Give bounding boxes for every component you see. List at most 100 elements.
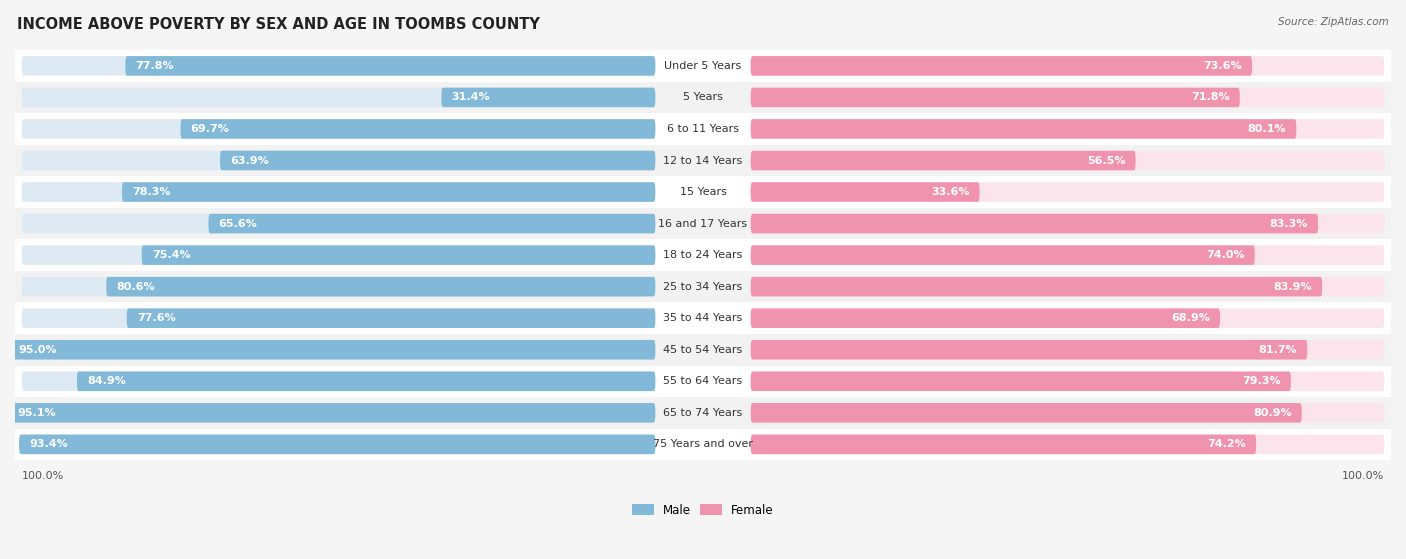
FancyBboxPatch shape (125, 56, 655, 75)
FancyBboxPatch shape (751, 151, 1384, 170)
Bar (15, 302, 1391, 334)
Text: 77.8%: 77.8% (135, 61, 174, 71)
Text: 95.0%: 95.0% (18, 345, 56, 355)
Text: 74.2%: 74.2% (1208, 439, 1246, 449)
Text: 79.3%: 79.3% (1241, 376, 1281, 386)
FancyBboxPatch shape (22, 309, 655, 328)
FancyBboxPatch shape (22, 277, 655, 296)
FancyBboxPatch shape (22, 372, 655, 391)
FancyBboxPatch shape (22, 403, 655, 423)
Text: 65.6%: 65.6% (219, 219, 257, 229)
Text: 33.6%: 33.6% (931, 187, 969, 197)
Text: 84.9%: 84.9% (87, 376, 127, 386)
Bar (15, 366, 1391, 397)
Text: Under 5 Years: Under 5 Years (665, 61, 741, 71)
FancyBboxPatch shape (751, 119, 1296, 139)
FancyBboxPatch shape (22, 214, 655, 233)
Text: 83.9%: 83.9% (1274, 282, 1312, 292)
FancyBboxPatch shape (127, 309, 655, 328)
Text: 75.4%: 75.4% (152, 250, 191, 260)
FancyBboxPatch shape (142, 245, 655, 265)
Text: 6 to 11 Years: 6 to 11 Years (666, 124, 740, 134)
FancyBboxPatch shape (751, 434, 1384, 454)
FancyBboxPatch shape (751, 119, 1384, 139)
FancyBboxPatch shape (751, 277, 1322, 296)
FancyBboxPatch shape (20, 434, 655, 454)
FancyBboxPatch shape (751, 182, 1384, 202)
Bar (15, 429, 1391, 460)
Bar (15, 208, 1391, 239)
Text: 18 to 24 Years: 18 to 24 Years (664, 250, 742, 260)
Text: 63.9%: 63.9% (231, 155, 269, 165)
FancyBboxPatch shape (751, 340, 1308, 359)
Bar (15, 82, 1391, 113)
Text: 65 to 74 Years: 65 to 74 Years (664, 408, 742, 418)
Text: Source: ZipAtlas.com: Source: ZipAtlas.com (1278, 17, 1389, 27)
Text: 80.9%: 80.9% (1253, 408, 1292, 418)
Legend: Male, Female: Male, Female (627, 499, 779, 522)
FancyBboxPatch shape (22, 88, 655, 107)
Text: 31.4%: 31.4% (451, 92, 491, 102)
FancyBboxPatch shape (751, 309, 1384, 328)
Bar (15, 397, 1391, 429)
FancyBboxPatch shape (22, 119, 655, 139)
FancyBboxPatch shape (751, 56, 1251, 75)
Text: 75 Years and over: 75 Years and over (652, 439, 754, 449)
FancyBboxPatch shape (751, 372, 1384, 391)
FancyBboxPatch shape (441, 88, 655, 107)
FancyBboxPatch shape (751, 214, 1317, 233)
Text: 81.7%: 81.7% (1258, 345, 1296, 355)
Text: 55 to 64 Years: 55 to 64 Years (664, 376, 742, 386)
Text: 68.9%: 68.9% (1171, 313, 1209, 323)
Bar (15, 113, 1391, 145)
Text: 100.0%: 100.0% (1341, 471, 1384, 481)
FancyBboxPatch shape (22, 182, 655, 202)
FancyBboxPatch shape (180, 119, 655, 139)
Text: 93.4%: 93.4% (30, 439, 67, 449)
FancyBboxPatch shape (751, 403, 1384, 423)
FancyBboxPatch shape (22, 56, 655, 75)
FancyBboxPatch shape (7, 403, 655, 423)
Bar (15, 176, 1391, 208)
FancyBboxPatch shape (22, 434, 655, 454)
FancyBboxPatch shape (751, 403, 1302, 423)
Text: 56.5%: 56.5% (1087, 155, 1125, 165)
Bar (15, 50, 1391, 82)
Text: 16 and 17 Years: 16 and 17 Years (658, 219, 748, 229)
FancyBboxPatch shape (751, 434, 1256, 454)
Text: 100.0%: 100.0% (22, 471, 65, 481)
FancyBboxPatch shape (751, 277, 1384, 296)
Text: 5 Years: 5 Years (683, 92, 723, 102)
FancyBboxPatch shape (22, 340, 655, 359)
FancyBboxPatch shape (751, 309, 1220, 328)
FancyBboxPatch shape (751, 245, 1384, 265)
Text: 73.6%: 73.6% (1204, 61, 1241, 71)
FancyBboxPatch shape (751, 340, 1384, 359)
Bar (15, 271, 1391, 302)
FancyBboxPatch shape (208, 214, 655, 233)
Text: 71.8%: 71.8% (1191, 92, 1230, 102)
Bar (15, 145, 1391, 176)
Text: 83.3%: 83.3% (1270, 219, 1308, 229)
Text: 12 to 14 Years: 12 to 14 Years (664, 155, 742, 165)
FancyBboxPatch shape (751, 88, 1384, 107)
Text: 45 to 54 Years: 45 to 54 Years (664, 345, 742, 355)
Bar (15, 239, 1391, 271)
Text: 74.0%: 74.0% (1206, 250, 1244, 260)
Text: 80.6%: 80.6% (117, 282, 155, 292)
FancyBboxPatch shape (77, 372, 655, 391)
FancyBboxPatch shape (219, 151, 655, 170)
Text: 80.1%: 80.1% (1247, 124, 1286, 134)
Text: INCOME ABOVE POVERTY BY SEX AND AGE IN TOOMBS COUNTY: INCOME ABOVE POVERTY BY SEX AND AGE IN T… (17, 17, 540, 32)
FancyBboxPatch shape (122, 182, 655, 202)
FancyBboxPatch shape (107, 277, 655, 296)
Text: 78.3%: 78.3% (132, 187, 170, 197)
FancyBboxPatch shape (751, 245, 1254, 265)
FancyBboxPatch shape (751, 151, 1136, 170)
Text: 25 to 34 Years: 25 to 34 Years (664, 282, 742, 292)
FancyBboxPatch shape (751, 372, 1291, 391)
Text: 77.6%: 77.6% (136, 313, 176, 323)
Text: 69.7%: 69.7% (191, 124, 229, 134)
FancyBboxPatch shape (751, 56, 1384, 75)
FancyBboxPatch shape (8, 340, 655, 359)
